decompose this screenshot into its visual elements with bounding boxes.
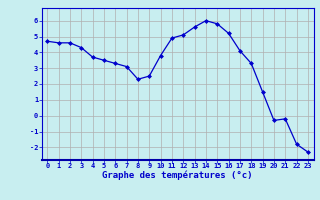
X-axis label: Graphe des températures (°c): Graphe des températures (°c) [102, 171, 253, 180]
